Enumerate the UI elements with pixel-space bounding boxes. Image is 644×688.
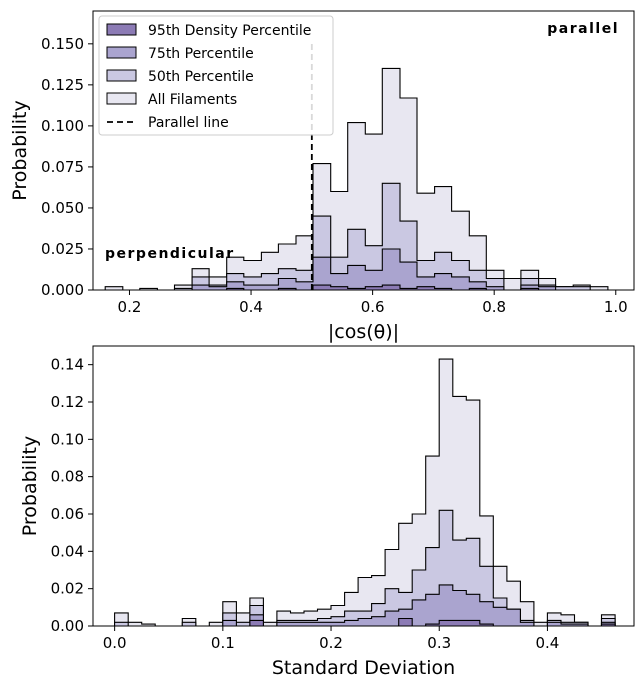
y-tick-label: 0.10 <box>51 430 84 448</box>
legend-swatch <box>106 23 137 36</box>
y-tick-label: 0.04 <box>51 542 84 560</box>
y-tick-label: 0.150 <box>41 35 84 53</box>
histogram-series-all-filaments <box>114 358 616 627</box>
legend-box <box>98 15 334 136</box>
x-tick-label: 0.2 <box>319 634 343 652</box>
x-tick-label: 0.8 <box>482 298 506 316</box>
axes-frame <box>92 10 635 291</box>
y-tick-label: 0.00 <box>51 617 84 635</box>
top-histogram-panel: 0.2 0.4 0.6 0.8 1.0 0.000 0.025 0.050 0.075 0.100… <box>9 10 635 343</box>
x-tick-label: 0.4 <box>239 298 263 316</box>
y-tick-label: 0.025 <box>41 240 84 258</box>
x-tick-label: 0.0 <box>103 634 127 652</box>
y-tick-label: 0.14 <box>51 356 84 374</box>
histogram-series-75th-percentile <box>114 584 616 627</box>
y-tick-label: 0.000 <box>41 281 84 299</box>
y-tick-label: 0.075 <box>41 158 84 176</box>
y-tick-label: 0.100 <box>41 117 84 135</box>
legend-label: 75th Percentile <box>148 46 254 62</box>
x-tick-label: 1.0 <box>604 298 628 316</box>
y-tick-label: 0.08 <box>51 468 84 486</box>
y-tick-label: 0.02 <box>51 580 84 598</box>
legend-label: Parallel line <box>148 115 229 131</box>
legend-label: All Filaments <box>148 92 237 108</box>
x-axis-label: |cos(θ)| <box>328 321 399 343</box>
x-tick-label: 0.6 <box>361 298 385 316</box>
x-tick-label: 0.2 <box>118 298 142 316</box>
y-axis-label: Probability <box>19 436 41 536</box>
y-axis-label: Probability <box>9 100 31 200</box>
legend-swatch <box>106 69 137 82</box>
y-tick-label: 0.125 <box>41 76 84 94</box>
legend-swatch <box>106 46 137 59</box>
x-axis-label: Standard Deviation <box>272 657 455 679</box>
legend: 95th Density Percentile 75th Percentile 50… <box>98 15 334 136</box>
x-tick-label: 0.4 <box>536 634 560 652</box>
y-tick-label: 0.12 <box>51 393 84 411</box>
x-tick-label: 0.1 <box>211 634 235 652</box>
bottom-histogram-panel: 0.0 0.1 0.2 0.3 0.4 0.00 0.02 0.04 0.06 0.08 0.10 0… <box>19 345 635 679</box>
y-tick-label: 0.06 <box>51 505 84 523</box>
axes-frame <box>92 345 635 627</box>
legend-label: 95th Density Percentile <box>148 23 311 39</box>
annotation-perpendicular: perpendicular <box>105 246 235 262</box>
legend-swatch <box>106 92 137 105</box>
legend-label: 50th Percentile <box>148 69 254 85</box>
annotation-parallel: parallel <box>547 21 619 37</box>
y-tick-label: 0.050 <box>41 199 84 217</box>
x-tick-label: 0.3 <box>427 634 451 652</box>
histogram-series-75th-percentile <box>105 248 608 291</box>
